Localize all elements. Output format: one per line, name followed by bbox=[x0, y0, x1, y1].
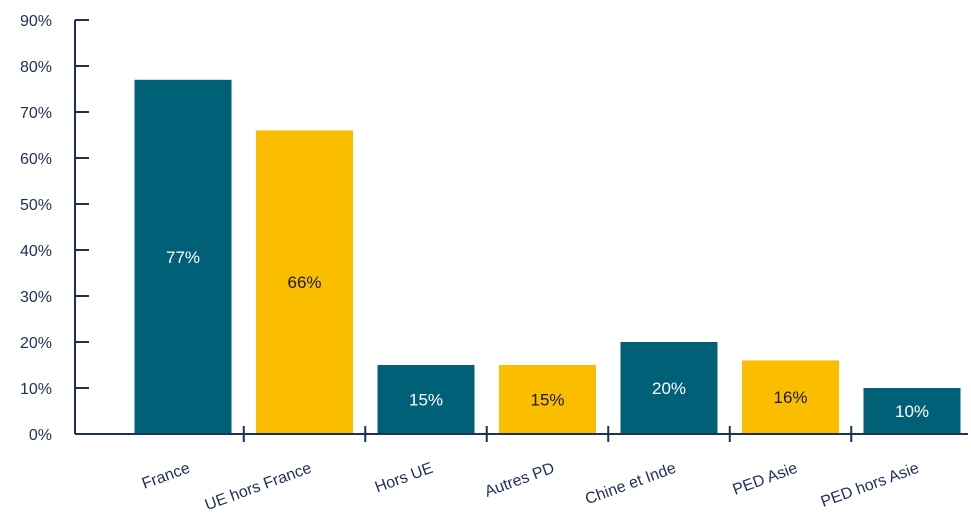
y-tick-label: 90% bbox=[20, 13, 52, 30]
y-tick-label: 10% bbox=[20, 381, 52, 398]
bar bbox=[620, 342, 718, 434]
y-tick-label: 60% bbox=[20, 151, 52, 168]
bars: 77% 66% 15% 15% 20% 16% 10% bbox=[134, 79, 961, 435]
y-tick-label: 0% bbox=[29, 427, 52, 444]
x-category-label: UE hors France bbox=[203, 460, 314, 514]
y-tick-label: 80% bbox=[20, 59, 52, 76]
bar bbox=[134, 79, 232, 435]
bar bbox=[742, 360, 839, 434]
x-axis: France UE hors France Hors UE Autres PD Chin… bbox=[75, 426, 968, 514]
y-axis: 0% 10% 20% 30% 40% 50% 60% 70% 80% 90% bbox=[20, 13, 89, 444]
x-category-label: Autres PD bbox=[483, 460, 557, 501]
bar bbox=[256, 130, 353, 434]
bar bbox=[863, 388, 961, 434]
y-tick-label: 30% bbox=[20, 289, 52, 306]
bar-data-label: 16% bbox=[773, 388, 807, 407]
bar-data-label: 66% bbox=[287, 273, 321, 292]
y-tick-label: 50% bbox=[20, 197, 52, 214]
y-tick-label: 20% bbox=[20, 335, 52, 352]
bar bbox=[499, 365, 596, 434]
bar-data-label: 20% bbox=[652, 379, 686, 398]
bar-data-label: 15% bbox=[409, 391, 443, 410]
bar bbox=[377, 365, 475, 434]
y-tick-label: 40% bbox=[20, 243, 52, 260]
bar-data-label: 10% bbox=[895, 402, 929, 421]
x-category-label: Hors UE bbox=[373, 460, 436, 497]
bar-data-label: 15% bbox=[530, 391, 564, 410]
x-category-label: PED Asie bbox=[731, 460, 800, 499]
x-category-label: France bbox=[140, 460, 193, 493]
x-category-label: PED hors Asie bbox=[819, 460, 922, 511]
bar-data-label: 77% bbox=[166, 248, 200, 267]
x-category-label: Chine et Inde bbox=[583, 460, 678, 509]
y-tick-label: 70% bbox=[20, 105, 52, 122]
